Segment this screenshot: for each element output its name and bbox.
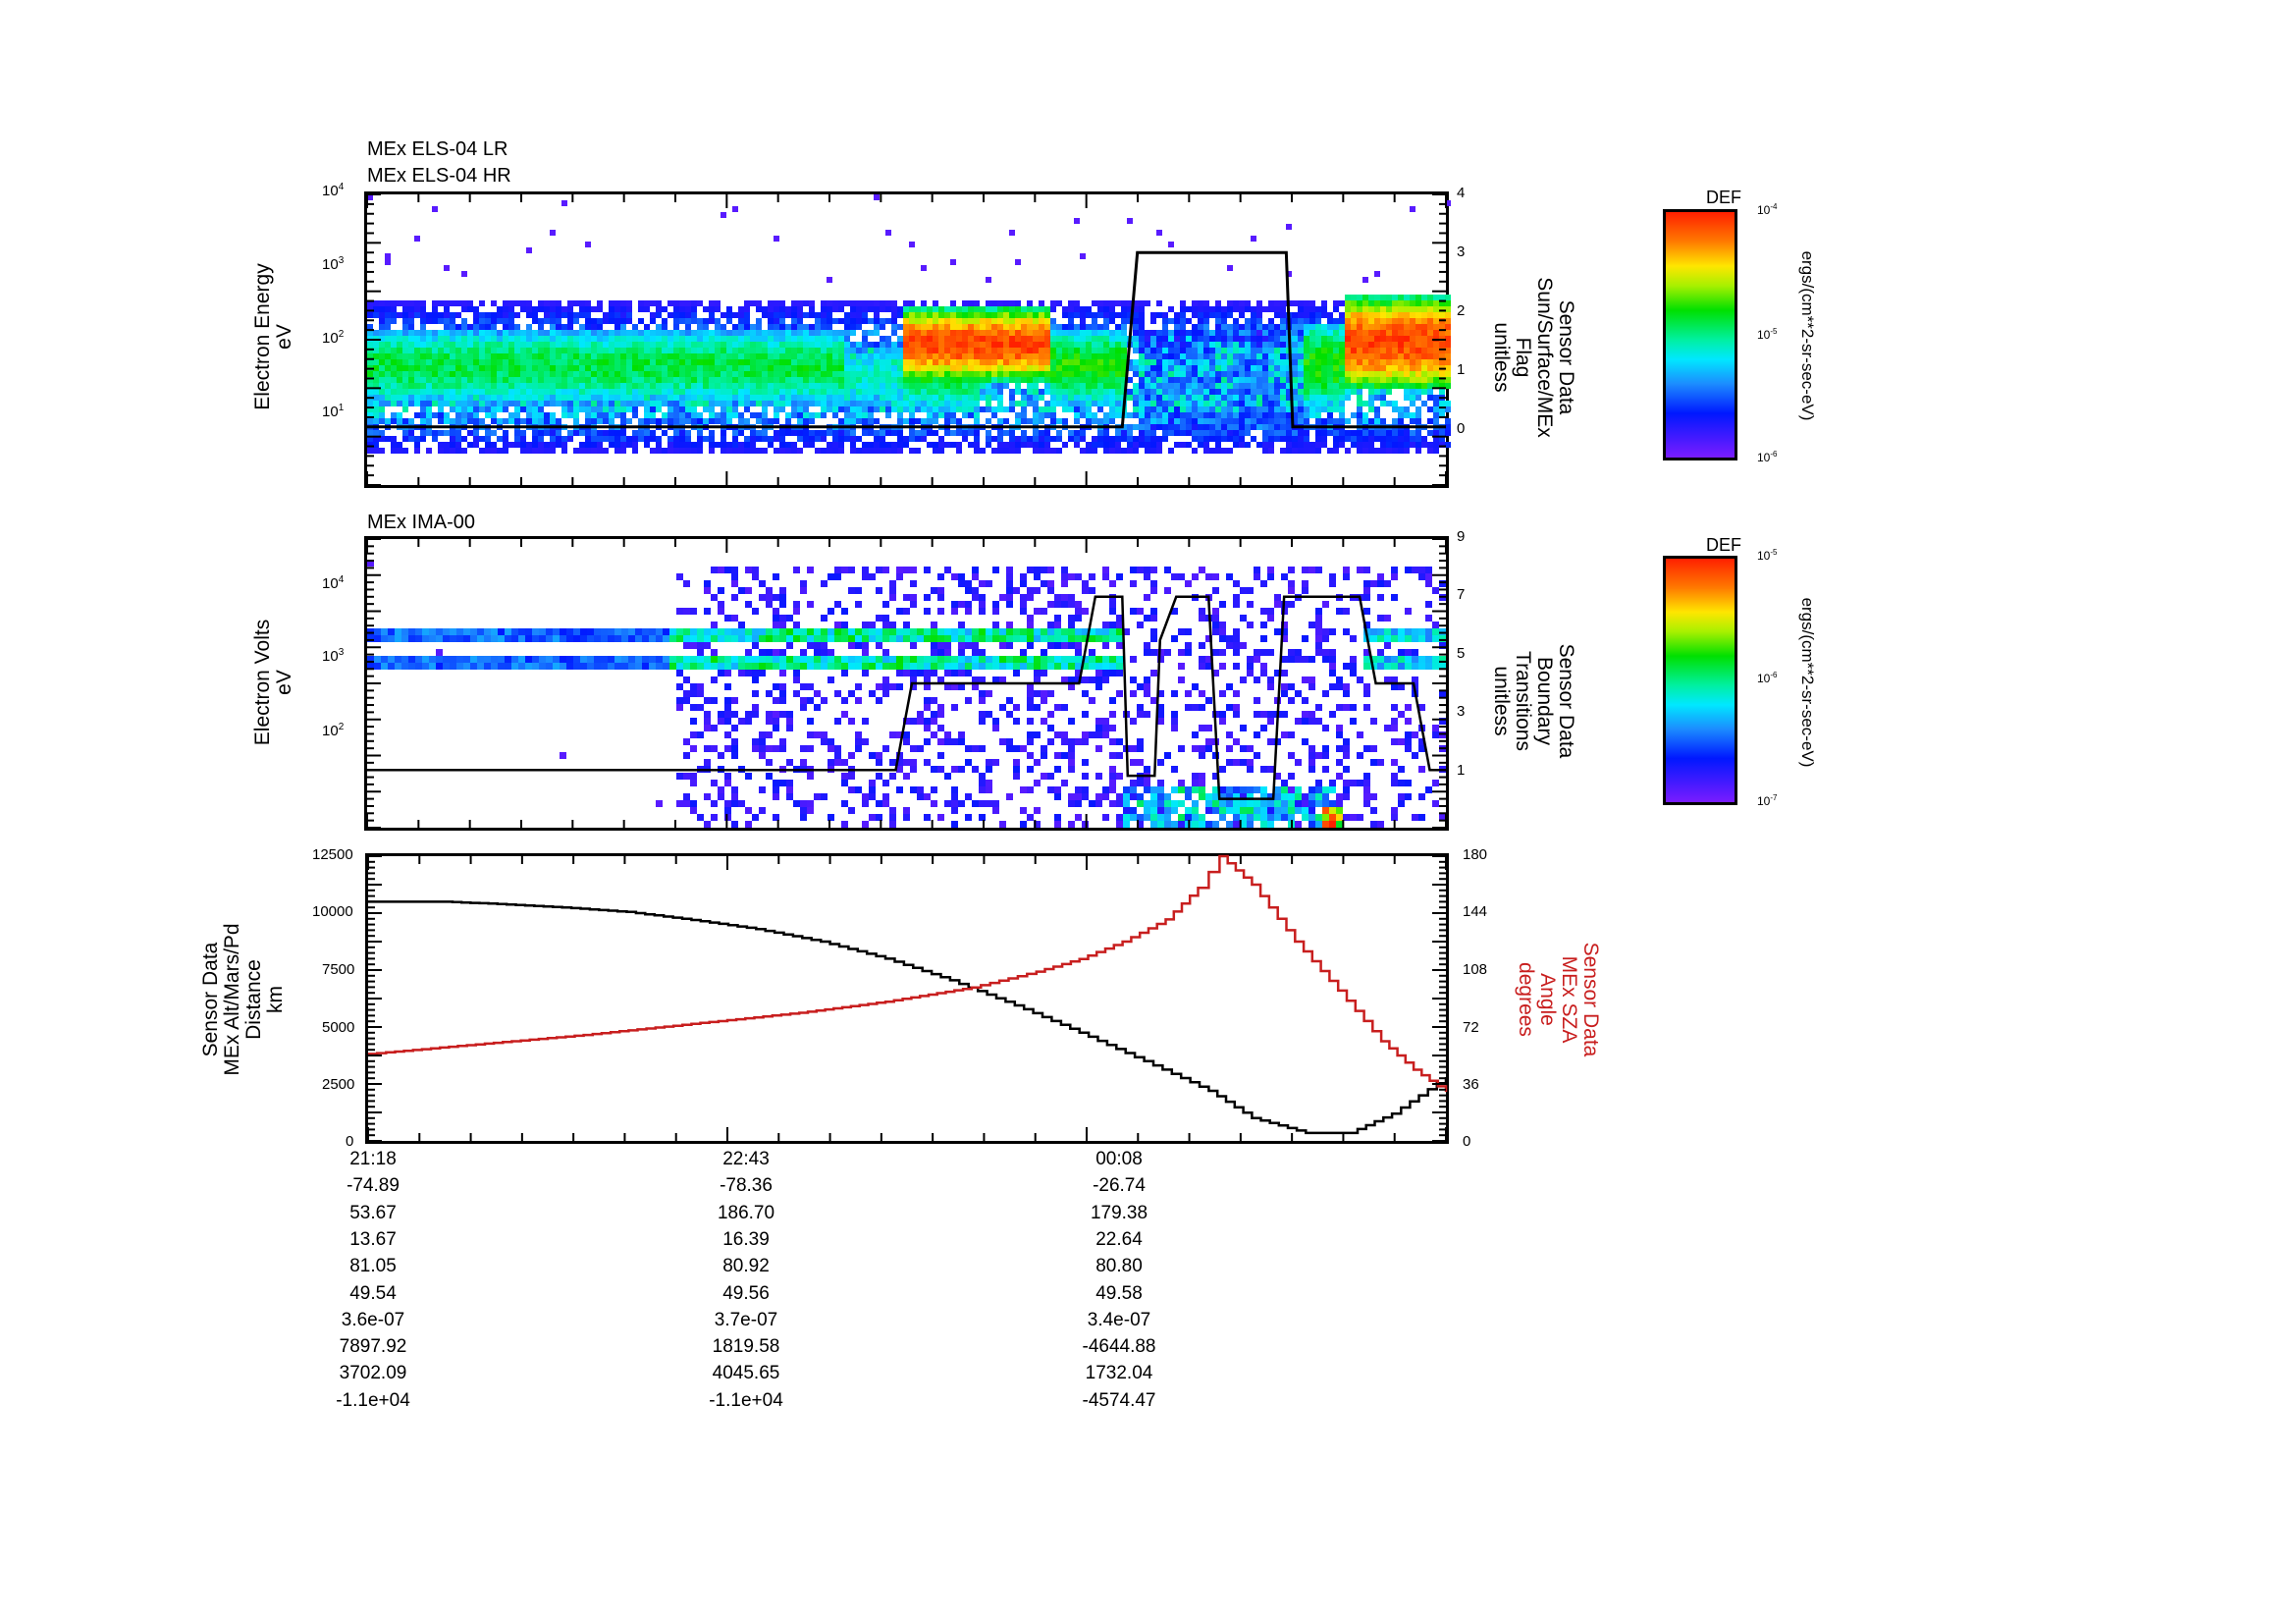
- ephemeris-value: 80.80: [1095, 1256, 1143, 1277]
- ephemeris-value: 13.67: [349, 1228, 397, 1250]
- ephemeris-value: 1732.04: [1085, 1363, 1153, 1384]
- y2-tick-7: 7: [1457, 586, 1466, 603]
- y-tick-1e2: 102: [322, 329, 345, 347]
- colorbar-tick-min: 10-6: [1757, 450, 1778, 464]
- ephemeris-value: -26.74: [1093, 1175, 1146, 1197]
- y-tick-7500: 7500: [322, 961, 355, 978]
- ephemeris-value: 49.56: [722, 1282, 770, 1304]
- y2-tick-3: 3: [1457, 703, 1466, 720]
- alt-y-axis-label: Sensor Data MEx Alt/Mars/Pd Distance km: [199, 923, 287, 1076]
- ephemeris-value: 3.4e-07: [1087, 1309, 1151, 1330]
- colorbar-tick-mid: 10-6: [1757, 671, 1778, 685]
- y2-tick-1: 1: [1457, 762, 1466, 779]
- els-spectrogram: [364, 191, 1451, 488]
- y2-tick-36: 36: [1463, 1076, 1479, 1093]
- colorbar-tick-mid: 10-5: [1757, 327, 1778, 342]
- ephemeris-value: 3702.09: [339, 1363, 407, 1384]
- ephemeris-value: 1819.58: [712, 1336, 780, 1358]
- x-axis-time-label: 22:43: [722, 1149, 770, 1169]
- x-axis-time-label: 00:08: [1095, 1149, 1143, 1169]
- ephemeris-value: 16.39: [722, 1228, 770, 1250]
- ephemeris-value: 53.67: [349, 1202, 397, 1223]
- ima-spectrogram-canvas: [366, 538, 1447, 829]
- y-tick-10000: 10000: [312, 903, 353, 920]
- ephemeris-value: -1.1e+04: [709, 1389, 783, 1411]
- y2-tick-0: 0: [1463, 1133, 1471, 1150]
- ima-pixels: [367, 560, 1446, 828]
- ima-y-axis-label: Electron Volts eV: [251, 619, 295, 746]
- ephemeris-value: -1.1e+04: [336, 1389, 410, 1411]
- y-tick-2500: 2500: [322, 1076, 355, 1093]
- alt-sza-line-canvas: [367, 854, 1448, 1142]
- y2-tick-72: 72: [1463, 1019, 1479, 1036]
- alt-sza-line-plot: [365, 853, 1449, 1144]
- y-tick-1e4: 104: [322, 182, 345, 199]
- y-tick-1e2: 102: [322, 722, 345, 739]
- colorbar-unit: ergs/(cm**2-sr-sec-eV): [1798, 597, 1817, 768]
- y2-tick-3: 3: [1457, 243, 1466, 260]
- y-tick-1e1: 101: [322, 403, 345, 420]
- ephemeris-value: 3.6e-07: [341, 1309, 405, 1330]
- y2-tick-144: 144: [1463, 903, 1488, 920]
- boundary-line: [367, 595, 1446, 800]
- ephemeris-value: -4644.88: [1082, 1336, 1156, 1358]
- y2-tick-2: 2: [1457, 302, 1466, 319]
- y-tick-12500: 12500: [312, 846, 353, 863]
- ephemeris-value: 3.7e-07: [714, 1309, 778, 1330]
- y-tick-1e3: 103: [322, 255, 345, 273]
- ephemeris-value: 49.58: [1095, 1282, 1143, 1304]
- ima-spectrogram: [364, 536, 1449, 831]
- ephemeris-value: 7897.92: [339, 1336, 407, 1358]
- colorbar-unit: ergs/(cm**2-sr-sec-eV): [1798, 250, 1817, 421]
- ephemeris-value: 22.64: [1095, 1228, 1143, 1250]
- flag-line: [367, 250, 1446, 429]
- y2-tick-5: 5: [1457, 645, 1466, 662]
- y-tick-5000: 5000: [322, 1019, 355, 1036]
- ephemeris-value: 80.92: [722, 1256, 770, 1277]
- y-tick-0: 0: [346, 1133, 354, 1150]
- panel-title-line-1: MEx ELS-04 LR: [367, 138, 508, 160]
- colorbar-ima: [1663, 556, 1737, 805]
- ephemeris-value: -74.89: [347, 1175, 400, 1197]
- sza-line: [368, 854, 1448, 1093]
- y2-tick-108: 108: [1463, 961, 1488, 978]
- y2-tick-1: 1: [1457, 361, 1466, 378]
- ephemeris-value: 186.70: [717, 1202, 775, 1223]
- els-y2-axis-label: Sensor Data Sun/Surface/MEx Flag unitless: [1490, 277, 1577, 438]
- y2-tick-4: 4: [1457, 185, 1466, 201]
- ephemeris-value: 81.05: [349, 1256, 397, 1277]
- ephemeris-value: 4045.65: [712, 1363, 780, 1384]
- els-y-axis-label: Electron Energy eV: [251, 263, 295, 410]
- sza-y2-axis-label: Sensor Data MEx SZA Angle degrees: [1515, 942, 1602, 1057]
- ephemeris-value: -78.36: [720, 1175, 773, 1197]
- colorbar-tick-max: 10-5: [1757, 548, 1778, 563]
- colorbar-title: DEF: [1706, 188, 1741, 207]
- colorbar-els: [1663, 209, 1737, 460]
- y2-tick-180: 180: [1463, 846, 1488, 863]
- colorbar-tick-min: 10-7: [1757, 793, 1778, 808]
- ephemeris-value: 179.38: [1090, 1202, 1148, 1223]
- els-spectrogram-canvas: [366, 193, 1451, 486]
- ephemeris-value: -4574.47: [1082, 1389, 1156, 1411]
- panel-title-line-2: MEx ELS-04 HR: [367, 165, 511, 187]
- y2-tick-0: 0: [1457, 420, 1466, 437]
- colorbar-tick-max: 10-4: [1757, 202, 1778, 217]
- ephemeris-value: 49.54: [349, 1282, 397, 1304]
- colorbar-title: DEF: [1706, 535, 1741, 555]
- x-axis-time-label: 21:18: [349, 1149, 397, 1169]
- altitude-line: [368, 900, 1448, 1135]
- y-tick-1e4: 104: [322, 574, 345, 592]
- panel-title: MEx IMA-00: [367, 512, 476, 533]
- y-tick-1e3: 103: [322, 647, 345, 665]
- y2-tick-9: 9: [1457, 528, 1466, 545]
- ima-y2-axis-label: Sensor Data Boundary Transitions unitless: [1490, 643, 1577, 759]
